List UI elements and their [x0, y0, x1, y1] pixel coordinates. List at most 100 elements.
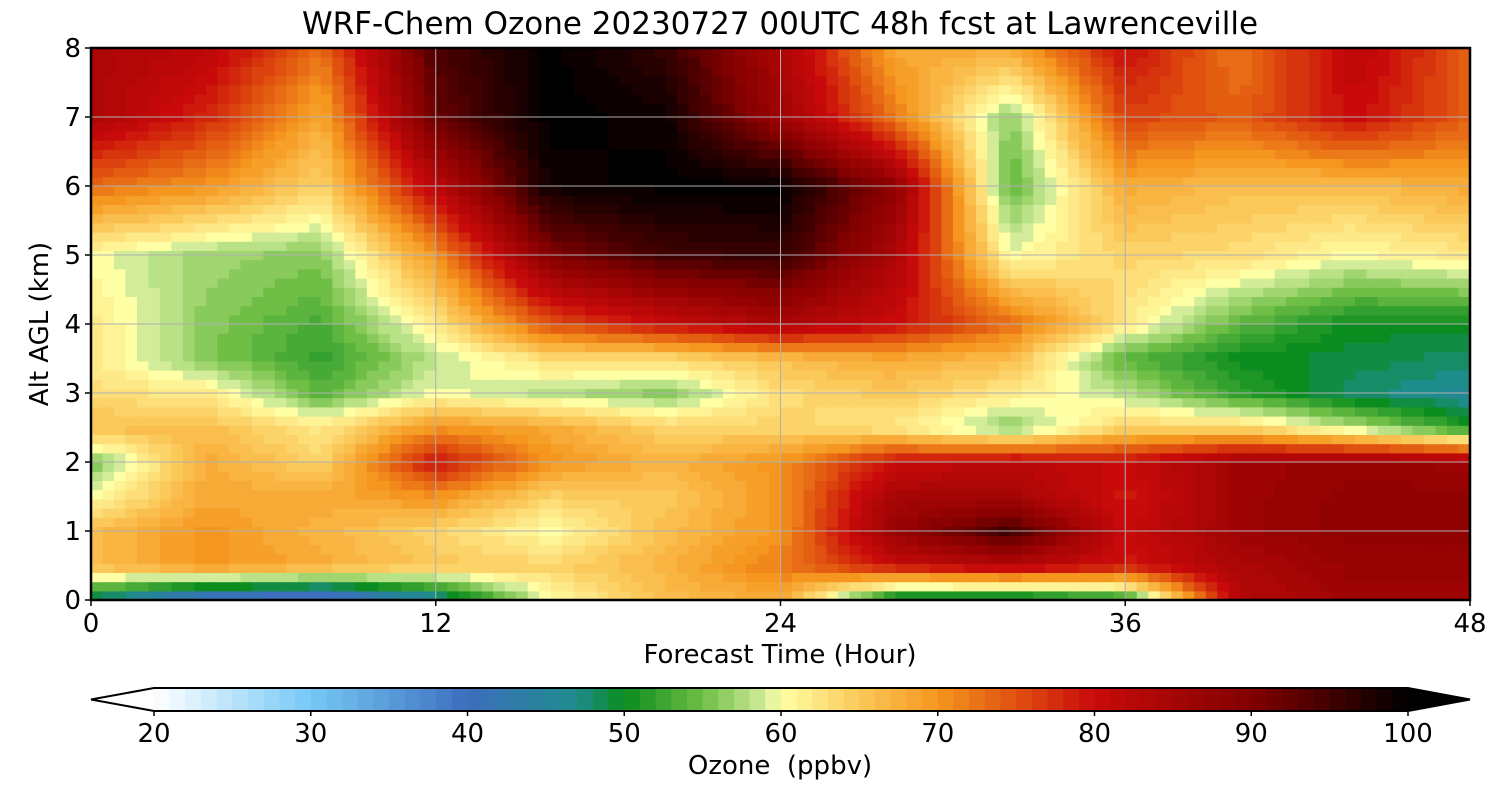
- heatmap-cell: [1309, 232, 1322, 242]
- heatmap-cell: [1228, 268, 1241, 279]
- heatmap-cell: [136, 397, 150, 408]
- heatmap-cell: [573, 232, 586, 242]
- heatmap-cell: [102, 416, 115, 426]
- heatmap-cell: [1159, 452, 1172, 463]
- heatmap-cell: [906, 222, 919, 233]
- heatmap-cell: [769, 544, 782, 555]
- heatmap-cell: [1067, 416, 1080, 426]
- heatmap-cell: [665, 305, 678, 316]
- heatmap-cell: [757, 296, 770, 307]
- heatmap-cell: [1240, 259, 1253, 270]
- heatmap-cell: [297, 517, 310, 527]
- heatmap-cell: [895, 241, 908, 251]
- heatmap-cell: [837, 554, 851, 564]
- heatmap-cell: [1056, 287, 1069, 297]
- heatmap-cell: [573, 590, 586, 601]
- heatmap-cell: [1148, 471, 1161, 481]
- heatmap-cell: [1136, 563, 1149, 573]
- heatmap-cell: [194, 232, 207, 242]
- heatmap-cell: [918, 379, 931, 389]
- heatmap-cell: [849, 489, 862, 500]
- heatmap-cell: [389, 314, 402, 325]
- heatmap-cell: [964, 498, 977, 509]
- heatmap-cell: [309, 287, 322, 297]
- heatmap-cell: [1044, 305, 1057, 316]
- heatmap-cell: [527, 296, 540, 307]
- heatmap-cell: [723, 342, 736, 353]
- heatmap-cell: [493, 581, 506, 592]
- heatmap-cell: [389, 406, 402, 417]
- heatmap-cell: [918, 452, 931, 463]
- heatmap-cell: [1286, 333, 1299, 343]
- heatmap-cell: [1332, 489, 1345, 500]
- heatmap-cell: [562, 471, 575, 481]
- heatmap-cell: [1251, 305, 1264, 316]
- heatmap-cell: [343, 232, 356, 242]
- heatmap-cell: [998, 425, 1011, 435]
- heatmap-cell: [550, 259, 563, 270]
- heatmap-cell: [1228, 425, 1241, 435]
- heatmap-cell: [1044, 572, 1057, 583]
- heatmap-cell: [389, 370, 402, 380]
- heatmap-cell: [860, 563, 874, 573]
- heatmap-cell: [274, 572, 287, 583]
- heatmap-cell: [355, 434, 368, 445]
- heatmap-cell: [458, 434, 471, 445]
- heatmap-cell: [148, 517, 161, 527]
- heatmap-cell: [309, 535, 322, 546]
- heatmap-cell: [757, 471, 770, 481]
- heatmap-cell: [205, 434, 219, 445]
- heatmap-cell: [251, 443, 264, 454]
- heatmap-cell: [596, 287, 609, 297]
- heatmap-cell: [1033, 508, 1046, 518]
- heatmap-cell: [378, 581, 391, 592]
- heatmap-cell: [1297, 462, 1310, 472]
- heatmap-cell: [1412, 351, 1425, 362]
- heatmap-cell: [1320, 232, 1333, 242]
- heatmap-cell: [700, 581, 713, 592]
- heatmap-cell: [677, 305, 690, 316]
- heatmap-cell: [918, 360, 931, 371]
- heatmap-cell: [493, 590, 506, 601]
- heatmap-cell: [1263, 222, 1276, 233]
- heatmap-cell: [1102, 498, 1115, 509]
- heatmap-cell: [849, 314, 862, 325]
- heatmap-cell: [918, 278, 931, 288]
- heatmap-cell: [113, 259, 127, 270]
- heatmap-cell: [631, 581, 644, 592]
- heatmap-cell: [447, 296, 460, 307]
- heatmap-cell: [814, 590, 828, 601]
- heatmap-cell: [332, 241, 345, 251]
- heatmap-cell: [723, 434, 736, 445]
- heatmap-cell: [332, 314, 345, 325]
- heatmap-cell: [1309, 222, 1322, 233]
- heatmap-cell: [1274, 333, 1287, 343]
- heatmap-cell: [1424, 581, 1437, 592]
- heatmap-cell: [814, 416, 828, 426]
- heatmap-cell: [1125, 480, 1138, 491]
- heatmap-cell: [527, 434, 540, 445]
- heatmap-cell: [814, 480, 828, 491]
- heatmap-cell: [585, 232, 598, 242]
- heatmap-cell: [1251, 287, 1264, 297]
- heatmap-cell: [91, 379, 104, 389]
- heatmap-cell: [1240, 452, 1253, 463]
- heatmap-cell: [1309, 287, 1322, 297]
- heatmap-cell: [711, 452, 724, 463]
- heatmap-cell: [654, 268, 667, 279]
- heatmap-cell: [1102, 360, 1115, 371]
- heatmap-cell: [964, 397, 977, 408]
- heatmap-cell: [1171, 232, 1184, 242]
- heatmap-cell: [619, 480, 632, 491]
- heatmap-cell: [1309, 416, 1322, 426]
- heatmap-cell: [366, 305, 379, 316]
- heatmap-cell: [539, 416, 552, 426]
- heatmap-cell: [1286, 452, 1299, 463]
- heatmap-cell: [677, 397, 690, 408]
- heatmap-cell: [883, 563, 897, 573]
- heatmap-cell: [309, 342, 322, 353]
- heatmap-cell: [883, 342, 897, 353]
- heatmap-cell: [585, 241, 598, 251]
- heatmap-cell: [585, 278, 598, 288]
- heatmap-cell: [1447, 416, 1460, 426]
